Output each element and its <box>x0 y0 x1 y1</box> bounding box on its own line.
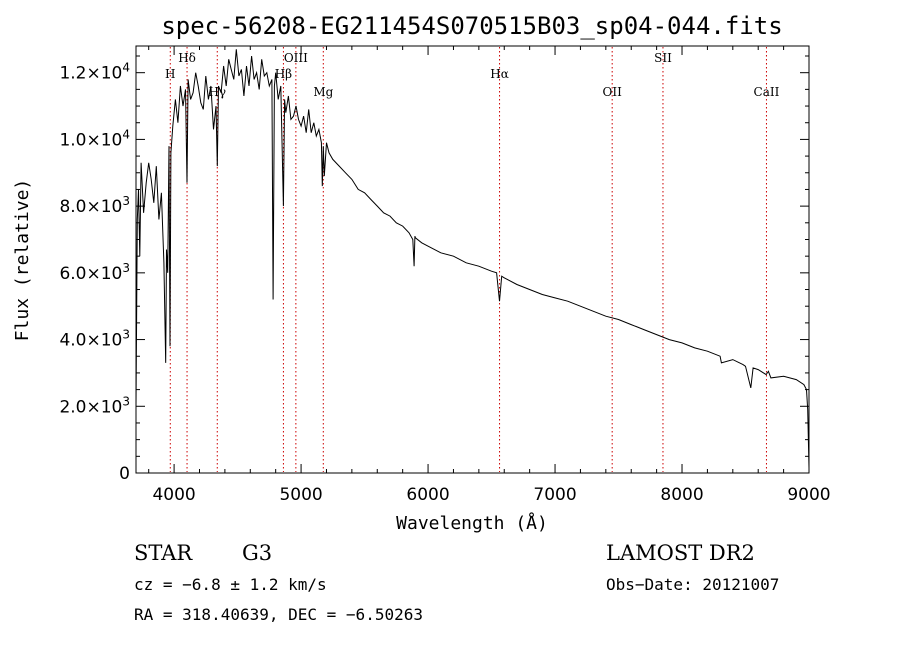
marker-label-8: SII <box>654 51 672 65</box>
x-tick-label-4: 8000 <box>660 485 703 505</box>
marker-label-3: Hβ <box>275 67 292 81</box>
survey-name: LAMOST DR2 <box>606 541 755 565</box>
marker-label-4: OIII <box>284 51 308 65</box>
observation-date: Obs−Date: 20121007 <box>606 575 779 594</box>
x-tick-label-3: 7000 <box>533 485 576 505</box>
y-tick-label-3: 6.0×103 <box>59 261 130 284</box>
marker-label-9: CaII <box>754 85 780 99</box>
chart-title: spec-56208-EG211454S070515B03_sp04-044.f… <box>161 12 782 40</box>
spectral-line-markers <box>169 47 767 472</box>
y-tick-label-6: 1.2×104 <box>59 61 130 84</box>
marker-label-6: Hα <box>490 67 509 81</box>
y-axis-label: Flux (relative) <box>12 179 33 342</box>
x-tick-label-0: 4000 <box>152 485 195 505</box>
y-tick-label-0: 0 <box>119 464 130 484</box>
coordinates: RA = 318.40639, DEC = −6.50263 <box>134 605 423 624</box>
object-class: STAR <box>134 541 193 565</box>
x-axis-ticks: 4000 5000 6000 7000 8000 9000 <box>148 46 831 505</box>
marker-label-7: OII <box>603 85 623 99</box>
y-tick-label-2: 4.0×103 <box>59 328 130 351</box>
x-axis-label: Wavelength (Å) <box>396 512 548 534</box>
marker-label-5: Mg <box>313 85 333 99</box>
marker-label-0: H <box>165 67 175 81</box>
marker-label-1: Hδ <box>178 51 196 65</box>
plot-frame <box>135 45 810 474</box>
y-tick-label-5: 1.0×104 <box>59 127 130 150</box>
y-axis-ticks: 0 2.0×103 4.0×103 6.0×103 8.0×103 1.0×104 1.2×… <box>59 55 809 484</box>
y-tick-label-4: 8.0×103 <box>59 194 130 217</box>
x-tick-label-2: 6000 <box>406 485 449 505</box>
x-tick-label-1: 5000 <box>279 485 322 505</box>
spectrum-line <box>135 49 810 469</box>
object-subclass: G3 <box>242 541 272 565</box>
redshift-cz: cz = −6.8 ± 1.2 km/s <box>134 575 327 594</box>
x-tick-label-5: 9000 <box>787 485 830 505</box>
y-tick-label-1: 2.0×103 <box>59 394 130 417</box>
